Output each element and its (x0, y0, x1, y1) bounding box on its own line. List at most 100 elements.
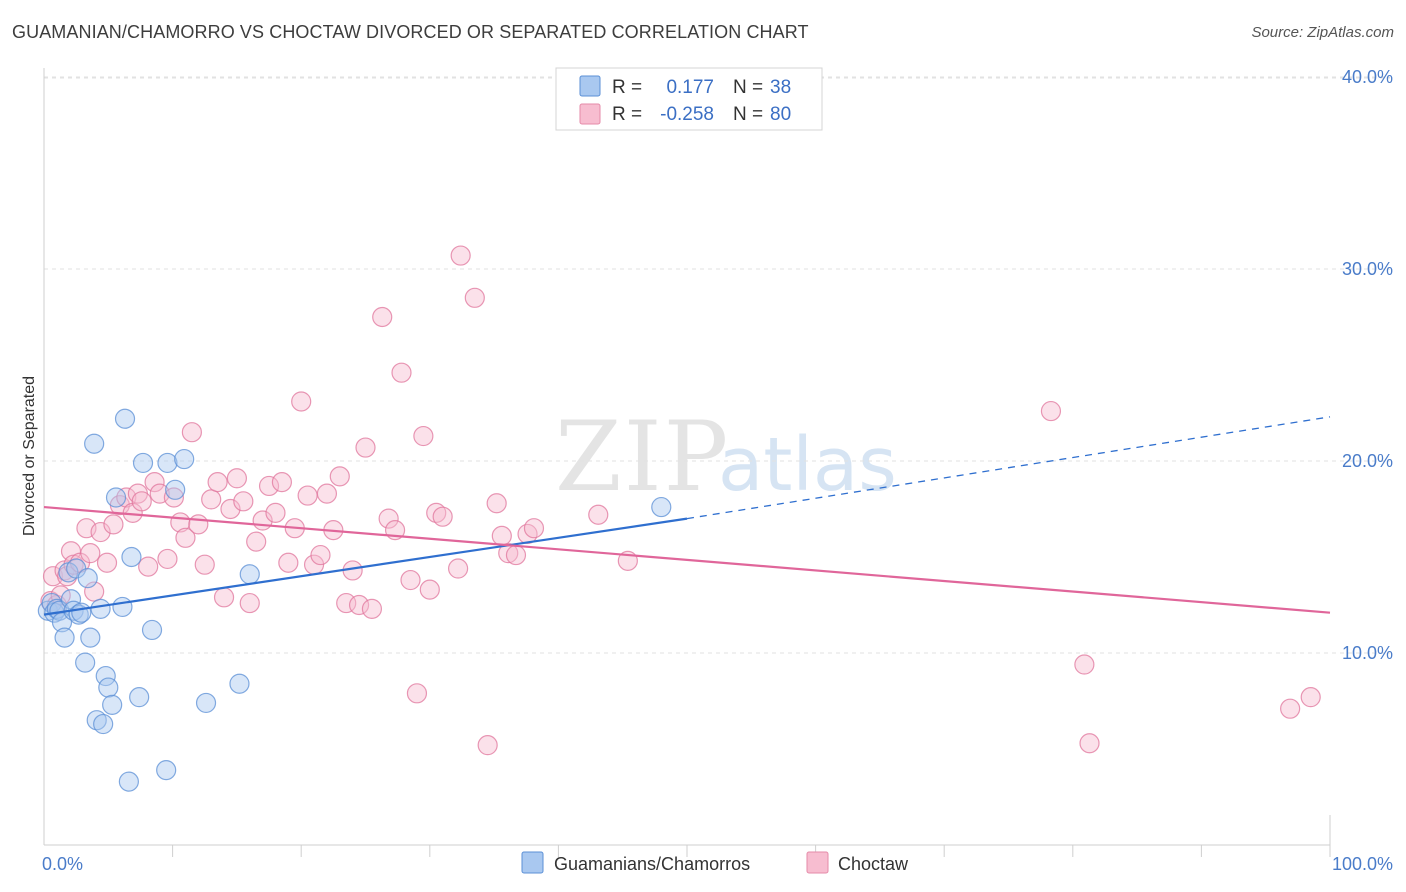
choctaw-point (310, 544, 331, 566)
choctaw-point (271, 472, 293, 493)
choctaw-point (175, 527, 196, 548)
legend-r-value-2: -0.258 (660, 104, 714, 125)
choctaw-point (213, 587, 235, 608)
choctaw-point (116, 487, 137, 508)
guamanian-point (112, 596, 133, 618)
series-legend-label-blue: Guamanians/Chamorros (554, 854, 750, 874)
guamanian-point (195, 692, 217, 714)
guamanian-point (98, 677, 119, 698)
guamanian-point (80, 627, 101, 648)
choctaw-point (1074, 654, 1095, 675)
guamanian-point (71, 602, 92, 623)
y-tick-label: 20.0% (1342, 451, 1393, 471)
x-tick-label-min: 0.0% (42, 854, 83, 874)
guamanian-point (105, 487, 127, 508)
choctaw-point (103, 514, 124, 535)
guamanian-point (651, 496, 672, 518)
legend-n-label-1: N = (733, 77, 763, 98)
legend-n-value-1: 38 (770, 77, 791, 98)
legend-swatch-pink (579, 103, 601, 125)
choctaw-point (42, 566, 64, 587)
x-ticks (172, 815, 1331, 857)
choctaw-point (96, 552, 118, 573)
choctaw-point (391, 362, 412, 383)
legend-n-value-2: 80 (770, 104, 791, 125)
choctaw-point (1300, 687, 1321, 708)
choctaw-point (419, 579, 440, 600)
guamanian-point (174, 448, 195, 470)
choctaw-point (163, 487, 184, 508)
correlation-legend: R = 0.177 N = 38 R = -0.258 N = 80 (555, 67, 823, 131)
guamanian-point (239, 564, 260, 585)
legend-r-value-1: 0.177 (666, 77, 714, 98)
guamanian-point (75, 652, 96, 673)
choctaw-point (90, 521, 111, 543)
guamanian-point (121, 546, 142, 568)
choctaw-point (361, 598, 383, 619)
choctaw-point (505, 544, 527, 566)
y-axis-label: Divorced or Separated (21, 376, 38, 536)
guamanian-point (90, 598, 111, 619)
choctaw-point (477, 735, 498, 756)
y-tick-labels: 10.0% 20.0% 30.0% 40.0% (1342, 67, 1393, 663)
guamanian-point (118, 771, 139, 792)
choctaw-point (239, 592, 260, 614)
choctaw-point (297, 485, 318, 506)
choctaw-point (1280, 698, 1301, 719)
choctaw-point (258, 475, 280, 497)
watermark-zip: ZIP (555, 401, 730, 513)
y-tick-label: 10.0% (1342, 643, 1393, 663)
series-legend-swatch-blue (521, 851, 544, 874)
choctaw-point (400, 569, 421, 591)
series-legend-label-pink: Choctaw (838, 854, 909, 874)
choctaw-point (486, 493, 507, 514)
choctaw-point (144, 472, 165, 493)
series-legend-swatch-pink (806, 851, 829, 874)
choctaw-point (233, 491, 254, 512)
y-tick-label: 30.0% (1342, 259, 1393, 279)
choctaw-point (498, 543, 519, 564)
legend-r-label-1: R = (612, 77, 642, 98)
choctaw-point (491, 525, 512, 546)
guamanian-point (157, 452, 178, 474)
chart-title: GUAMANIAN/CHAMORRO VS CHOCTAW DIVORCED O… (12, 22, 809, 42)
guamanian-points (37, 408, 672, 792)
choctaw-point (378, 508, 399, 529)
legend-n-label-2: N = (733, 104, 763, 125)
choctaw-point (406, 683, 428, 704)
choctaw-point (372, 306, 393, 328)
guamanian-point (129, 687, 150, 708)
choctaw-point (188, 514, 209, 535)
legend-r-label-2: R = (612, 104, 642, 125)
guamanian-point (86, 710, 107, 731)
choctaw-point (80, 543, 101, 564)
choctaw-point (316, 483, 338, 504)
guamanian-trend-line (43, 517, 688, 616)
choctaw-point (447, 558, 469, 579)
choctaw-point (329, 466, 350, 487)
guamanian-point (114, 408, 136, 429)
choctaw-point (432, 506, 453, 527)
guamanian-point (229, 673, 250, 694)
source-label: Source: ZipAtlas.com (1251, 24, 1394, 41)
choctaw-point (220, 498, 241, 520)
y-tick-label: 40.0% (1342, 67, 1393, 87)
choctaw-point (194, 554, 215, 575)
choctaw-point (1079, 733, 1100, 754)
choctaw-point (348, 594, 370, 616)
x-tick-label-max: 100.0% (1332, 854, 1393, 874)
trend-lines (43, 416, 1331, 616)
choctaw-point (523, 518, 545, 539)
guamanian-point (77, 568, 98, 589)
choctaw-point (355, 437, 376, 458)
guamanian-point (165, 479, 186, 500)
watermark-atlas: atlas (718, 422, 897, 508)
choctaw-point (588, 504, 609, 525)
guamanian-point (102, 694, 123, 715)
series-legend: Guamanians/Chamorros Choctaw (521, 851, 909, 874)
choctaw-point (1040, 400, 1062, 422)
choctaw-point (464, 287, 485, 308)
choctaw-point (450, 245, 471, 266)
choctaw-point (181, 422, 202, 443)
